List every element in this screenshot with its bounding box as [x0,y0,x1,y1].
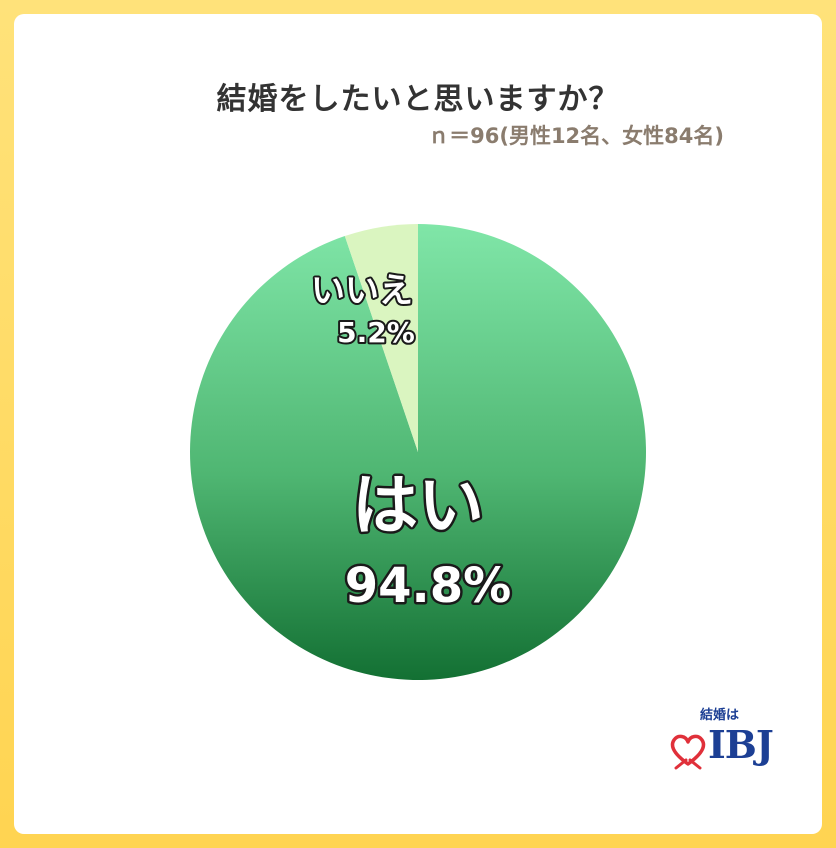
slice-value-yes: 94.8% [345,558,512,614]
chart-title: 結婚をしたいと思いますか？ [216,82,620,117]
logo-tagline: 結婚は [700,708,740,723]
pie-slice-no [344,224,418,452]
heart-icon [670,734,706,770]
slice-value-no: 5.2% [337,316,415,349]
slice-label-no: いいえ [311,271,413,311]
chart-subtitle: ｎ＝96(男性12名、女性84名) [428,124,724,148]
ibj-logo: 結婚は IBJ [664,704,784,784]
logo-name: IBJ [708,722,774,767]
slice-label-yes: はい [352,467,484,544]
